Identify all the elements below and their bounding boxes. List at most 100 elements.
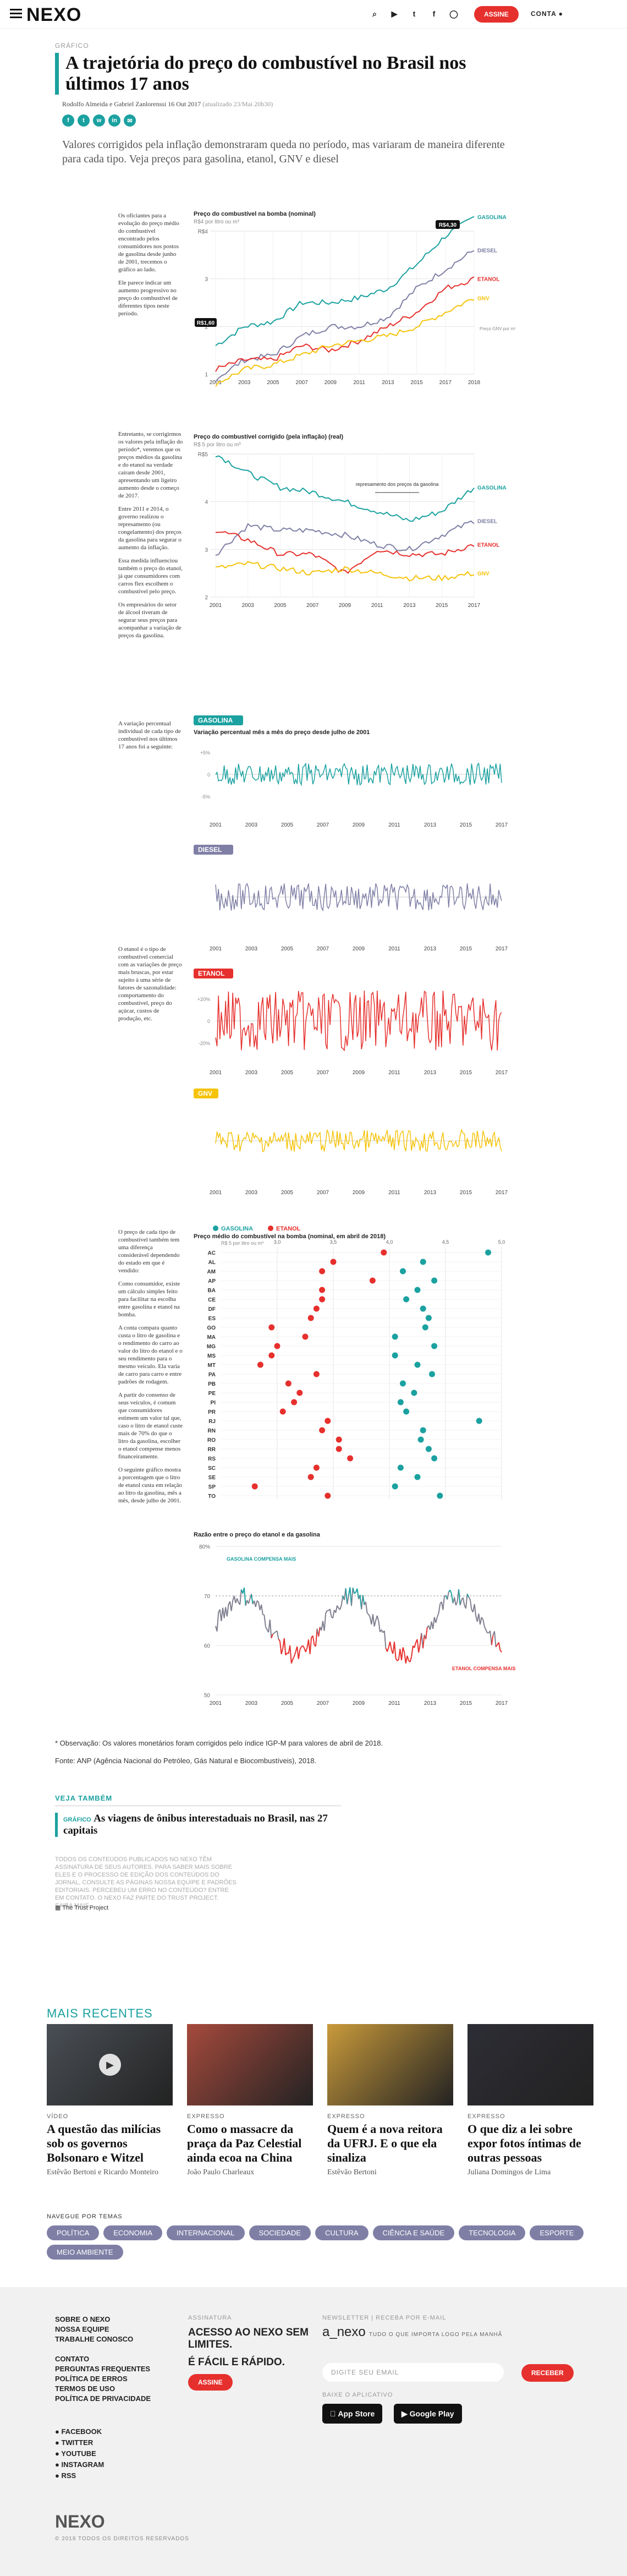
dot-gasolina [397,1399,404,1405]
y-tick-label: -5% [201,794,210,800]
chart-title: Preço do combustível corrigido (pela inf… [194,434,343,440]
x-tick-label: 2005 [281,1190,294,1196]
share-icon-1[interactable]: t [78,114,90,127]
byline-authors: Rodolfo Almeida e Gabriel Zanlorenssi 16… [62,100,201,108]
x-tick-label: 2017 [496,1070,508,1076]
side-text-3: A variação percentual individual de cada… [118,720,183,756]
ratio-segment [298,1649,301,1659]
variation-line [215,1128,502,1153]
footer-social-link[interactable]: ● RSS [55,2470,104,2481]
footer-link[interactable]: NOSSA EQUIPE [55,2325,109,2333]
side-text-5: O preço de cada tipo de combustível tamb… [118,1228,183,1510]
footer-logo[interactable]: NEXO [55,2512,105,2531]
share-icon-0[interactable]: f [62,114,74,127]
recent-card[interactable]: ▶ VÍDEO A questão das milícias sob os gove… [47,2024,173,2177]
see-also-link[interactable]: GRÁFICO As viagens de ônibus interestadu… [55,1813,341,1837]
gasolina-better-label: GASOLINA COMPENSA MAIS [227,1556,296,1562]
header-icons: ⌕ ▶ t f ◯ [369,8,460,20]
x-tick-label: 2013 [424,946,437,952]
series-label: ETANOL [477,543,499,549]
ratio-segment [312,1636,315,1645]
card-author: Estêvão Bertoni [327,2168,377,2176]
subscribe-button[interactable]: ASSINE [474,6,519,23]
share-icon-3[interactable]: in [108,114,120,127]
nexo-logo[interactable]: NEXO [26,4,82,25]
dot-gasolina [403,1296,410,1303]
recent-card[interactable]: EXPRESSO O que diz a lei sobre expor foto… [468,2024,593,2177]
see-also-label: VEJA TAMBÉM [55,1794,341,1806]
app-store-button[interactable]:  App Store [322,2404,383,2424]
account-link[interactable]: CONTA ● [531,10,563,18]
ratio-segment [478,1614,481,1625]
card-title[interactable]: O que diz a lei sobre expor fotos íntima… [468,2122,581,2164]
ratio-segment [285,1652,288,1656]
facebook-icon[interactable]: f [432,9,436,18]
x-tick-label: 3,0 [274,1239,281,1245]
x-tick-label: 2011 [388,1190,400,1196]
x-tick-label: 2005 [281,822,294,828]
state-label: SP [208,1484,216,1490]
topic-pill[interactable]: POLÍTICA [47,2225,100,2240]
ratio-segment [455,1601,458,1606]
ratio-segment [394,1642,397,1659]
ratio-segment [299,1647,302,1650]
card-title[interactable]: Quem é a nova reitora da UFRJ. E o que e… [327,2122,443,2164]
chart-xlabel: R$ 5 por litro ou m³ [221,1240,263,1246]
ratio-segment [216,1612,219,1632]
email-field[interactable]: DIGITE SEU EMAIL [322,2363,504,2382]
x-tick-label: 2003 [245,1190,258,1196]
footer-link[interactable]: SOBRE O NEXO [55,2315,111,2323]
share-icon-2[interactable]: w [93,114,105,127]
topic-pill[interactable]: SOCIEDADE [249,2225,311,2240]
ratio-segment [352,1588,355,1594]
ratio-segment [276,1631,279,1639]
dot-gasolina [403,1408,410,1415]
footer-link[interactable]: TRABALHE CONOSCO [55,2335,134,2343]
recent-card[interactable]: EXPRESSO Quem é a nova reitora da UFRJ. E… [327,2024,453,2177]
footer-link[interactable]: POLÍTICA DE PRIVACIDADE [55,2394,151,2403]
topic-pill[interactable]: CIÊNCIA E SAÚDE [372,2225,455,2240]
footer-social-link[interactable]: ● INSTAGRAM [55,2459,104,2470]
note-source: Fonte: ANP (Agência Nacional do Petróleo… [55,1757,317,1765]
dot-etanol [285,1380,292,1387]
footer-link[interactable]: POLÍTICA DE ERROS [55,2375,128,2383]
topic-pill[interactable]: TECNOLOGIA [459,2225,526,2240]
recent-card[interactable]: EXPRESSO Como o massacre da praça da Paz … [187,2024,313,2177]
instagram-icon[interactable]: ◯ [449,9,458,18]
x-tick-label: 2003 [242,603,255,609]
state-label: MG [207,1344,216,1350]
dot-etanol [291,1399,298,1405]
footer-subscribe-button[interactable]: ASSINE [188,2374,233,2391]
share-icon-4[interactable]: ✉ [124,114,136,127]
series-line-etanol [215,276,475,372]
ratio-segment [383,1631,387,1648]
ratio-segment [451,1594,454,1604]
footer-link[interactable]: TERMOS DE USO [55,2384,116,2393]
receive-button[interactable]: RECEBER [521,2364,574,2382]
youtube-icon[interactable]: ▶ [391,9,398,18]
topic-pill[interactable]: CULTURA [315,2225,369,2240]
facebook-icon: ● [55,2427,62,2436]
footer-social-link[interactable]: ● FACEBOOK [55,2426,104,2437]
ratio-segment [469,1599,472,1610]
chart-ylabel: R$4 por litro ou m³ [194,219,239,225]
topic-pill[interactable]: ECONOMIA [103,2225,163,2240]
y-tick-label: 50 [204,1693,211,1699]
ratio-segment [406,1655,409,1661]
footer-social-link[interactable]: ● TWITTER [55,2437,104,2448]
google-play-button[interactable]: ▶ Google Play [394,2404,462,2424]
twitter-icon[interactable]: t [413,9,416,18]
topic-pill[interactable]: MEIO AMBIENTE [47,2245,123,2260]
topic-pill[interactable]: INTERNACIONAL [167,2225,245,2240]
menu-icon[interactable] [10,9,22,19]
series-line-diesel [215,250,475,382]
search-icon[interactable]: ⌕ [372,9,377,18]
card-title[interactable]: Como o massacre da praça da Paz Celestia… [187,2122,302,2164]
card-title[interactable]: A questão das milícias sob os governos B… [47,2122,161,2164]
footer-link[interactable]: PERGUNTAS FREQUENTES [55,2365,151,2373]
trust-project-badge[interactable]: ▦ The Trust Project [55,1904,108,1911]
footer-link[interactable]: CONTATO [55,2355,90,2363]
topic-pill[interactable]: ESPORTE [530,2225,584,2240]
footer-social-link[interactable]: ● YOUTUBE [55,2448,104,2459]
dot-gasolina [431,1455,438,1462]
